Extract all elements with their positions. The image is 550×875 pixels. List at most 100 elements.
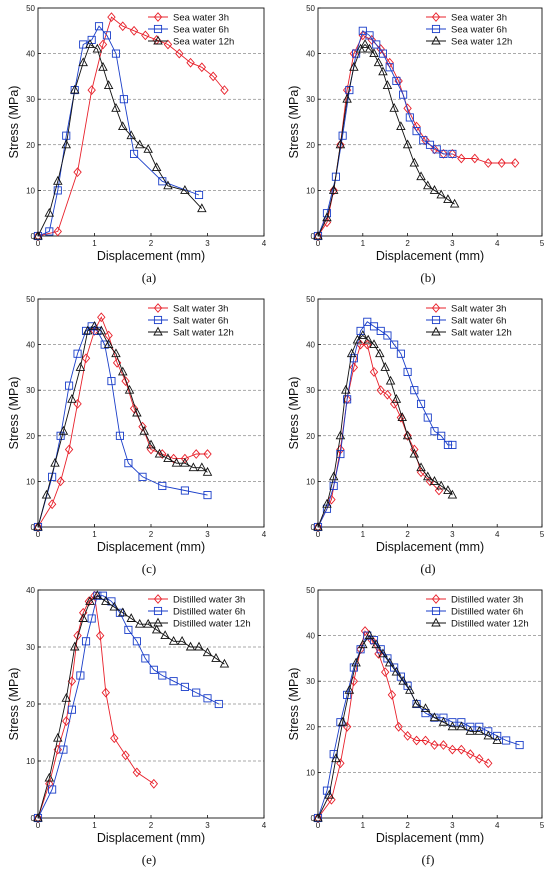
data-point [423,471,433,481]
data-point [313,813,323,823]
x-tick-label: 4 [262,530,267,539]
data-point [158,177,167,186]
data-point [343,395,352,404]
y-tick-label: 50 [26,295,35,304]
data-point [111,348,121,358]
data-point [369,322,379,331]
data-point [185,641,196,651]
data-point [177,635,187,645]
data-point [139,425,149,435]
x-tick-label: 1 [92,239,97,248]
x-tick-label: 5 [540,239,545,248]
data-point [197,62,207,73]
data-point [396,349,405,358]
data-point [138,472,147,481]
data-point [352,334,363,344]
data-point [389,102,399,112]
data-point [429,712,440,722]
legend-label: Distilled water 6h [451,607,523,618]
x-tick-label: 2 [149,530,154,539]
legend-label: Salt water 3h [451,304,506,315]
data-point [186,57,195,68]
data-point [78,57,88,67]
data-point [53,732,63,742]
y-tick-label: 30 [306,95,315,104]
data-point [117,366,128,376]
data-point [341,384,351,394]
y-tick-label: 50 [306,4,315,13]
x-tick-label: 4 [495,239,500,248]
data-point [111,49,121,58]
data-point [497,158,506,168]
data-point [385,375,396,385]
x-axis-label: Displacement (mm) [376,540,484,554]
data-point [328,185,339,194]
series-line [37,25,200,237]
data-point [397,412,407,422]
data-point [163,180,173,190]
y-tick-label: 40 [26,341,35,350]
x-tick-label: 3 [450,530,455,539]
data-point [73,349,82,358]
legend-marker [153,35,163,45]
data-point [443,440,452,449]
data-point [203,491,212,500]
y-axis-label: Stress (MPa) [287,668,301,741]
data-point [141,30,150,41]
data-point [419,136,428,145]
data-point [110,733,119,744]
legend-label: Salt water 6h [451,316,506,327]
data-point [363,317,372,326]
data-point [124,384,135,394]
data-point [94,22,104,31]
data-point [175,48,184,59]
panel-caption: (d) [420,561,435,576]
data-point [456,721,467,731]
chart-panel: 0 10 20 30 40 50 0 1 2 3 4 5 Displacement (mm) Stress… [287,4,545,285]
y-tick-label: 10 [26,477,35,486]
data-point [383,389,392,400]
series-line [317,629,489,819]
data-point [214,699,223,709]
series-line [37,325,208,528]
x-tick-label: 2 [405,239,410,248]
y-tick-label: 10 [306,186,315,195]
series-line [317,334,453,528]
data-point [56,476,65,487]
data-point [448,149,457,159]
data-point [493,731,502,740]
legend-marker [153,12,163,22]
x-tick-label: 1 [92,821,97,830]
data-point [383,331,392,340]
plot-frame [317,7,543,237]
x-tick-label: 3 [205,821,210,830]
data-point [132,637,141,646]
data-point [380,362,390,371]
data-point [67,393,77,403]
data-point [402,139,413,149]
data-point [396,412,406,423]
data-point [349,61,359,71]
legend-label: Distilled water 12h [173,619,251,630]
data-point [409,448,420,458]
data-point [423,180,433,190]
data-point [448,718,457,727]
data-point [126,130,136,140]
panel-caption: (b) [420,270,435,285]
x-axis-label: Displacement (mm) [376,831,484,845]
data-point [85,596,95,605]
data-point [372,40,381,49]
data-point [121,376,130,386]
x-axis-label: Displacement (mm) [97,831,205,845]
x-tick-label: 1 [361,239,366,248]
data-point [411,698,422,708]
data-point [371,639,381,649]
data-point [349,354,358,363]
data-point [373,57,384,67]
x-tick-label: 0 [316,239,321,248]
x-tick-label: 5 [540,821,545,830]
x-tick-label: 4 [495,530,500,539]
data-point [180,486,189,495]
data-point [335,430,346,440]
data-point [53,175,63,185]
